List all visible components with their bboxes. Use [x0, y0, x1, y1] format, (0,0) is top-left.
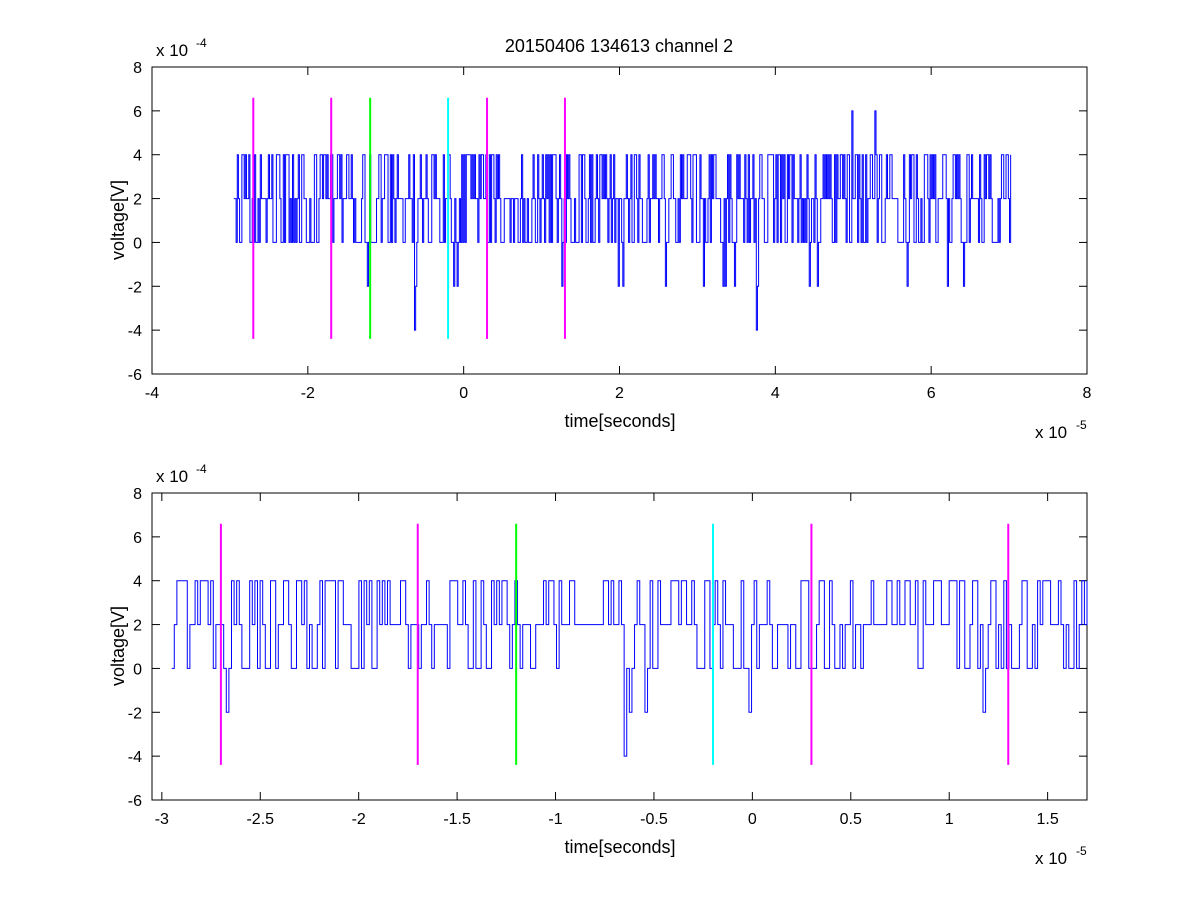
bottom-x-tick-label: -0.5 [640, 811, 668, 828]
top-x-exponent-power: -5 [1076, 418, 1087, 432]
bottom-y-tick-label: 4 [133, 574, 142, 591]
top-signal-series [233, 110, 1012, 331]
top-y-tick-label: -4 [128, 323, 142, 340]
top-event-markers [252, 97, 566, 339]
bottom-x-tick-label: -3 [155, 811, 169, 828]
bottom-y-tick-label: 2 [133, 618, 142, 635]
bottom-y-tick-label: -6 [128, 793, 142, 810]
bottom-y-tick-label: 6 [133, 530, 142, 547]
top-x-tick-label: 2 [615, 385, 624, 402]
top-y-tick-label: 0 [133, 235, 142, 252]
top-x-tick-label: 8 [1083, 385, 1092, 402]
bottom-voltage-trace [171, 580, 1088, 757]
top-voltage-trace [233, 110, 1012, 331]
bottom-x-tick-label: 1 [945, 811, 954, 828]
top-x-tick-label: 4 [771, 385, 780, 402]
bottom-x-tick-label: -2.5 [246, 811, 274, 828]
top-y-exponent-power: -4 [196, 36, 207, 50]
bottom-x-tick-label: 0.5 [840, 811, 862, 828]
bottom-x-tick-label: -1 [548, 811, 562, 828]
plot-bottom-frame [151, 492, 1088, 801]
bottom-x-tick-label: -1.5 [443, 811, 471, 828]
bottom-axis-ticks: -3 -2.5 -2 -1.5 -1 -0.5 0 0.5 1 1.5 -6 -4 -2 0 2 4 6 8 [128, 486, 1087, 828]
top-x-exponent-label: x 10 [1035, 423, 1067, 442]
bottom-signal-series [171, 580, 1088, 757]
bottom-y-exponent-label: x 10 [156, 467, 188, 486]
bottom-x-axis-label: time[seconds] [564, 837, 675, 857]
top-x-tick-label: -2 [301, 385, 315, 402]
bottom-x-tick-label: 1.5 [1037, 811, 1059, 828]
bottom-event-markers [219, 523, 1010, 765]
top-y-axis-label: voltage[V] [108, 180, 128, 260]
top-x-tick-label: 0 [459, 385, 468, 402]
top-y-tick-label: 2 [133, 192, 142, 209]
bottom-y-tick-label: 8 [133, 486, 142, 503]
top-y-tick-label: -6 [128, 367, 142, 384]
bottom-x-exponent-label: x 10 [1035, 849, 1067, 868]
bottom-y-tick-label: 0 [133, 661, 142, 678]
top-x-tick-label: 6 [927, 385, 936, 402]
top-x-tick-label: -4 [145, 385, 159, 402]
top-y-tick-label: 8 [133, 60, 142, 77]
top-y-tick-label: 6 [133, 104, 142, 121]
top-y-tick-label: 4 [133, 148, 142, 165]
bottom-y-tick-label: -4 [128, 749, 142, 766]
bottom-x-exponent-power: -5 [1076, 844, 1087, 858]
bottom-y-exponent-power: -4 [196, 462, 207, 476]
bottom-x-tick-label: 0 [748, 811, 757, 828]
top-x-axis-label: time[seconds] [564, 411, 675, 431]
bottom-y-tick-label: -2 [128, 705, 142, 722]
top-y-tick-label: -2 [128, 279, 142, 296]
chart-title: 20150406 134613 channel 2 [505, 36, 733, 56]
plot-bottom: -3 -2.5 -2 -1.5 -1 -0.5 0 0.5 1 1.5 -6 -4 -2 0 2 4 6 8 ti… [108, 462, 1088, 868]
bottom-x-tick-label: -2 [352, 811, 366, 828]
bottom-y-axis-label: voltage[V] [108, 606, 128, 686]
top-y-exponent-label: x 10 [156, 41, 188, 60]
